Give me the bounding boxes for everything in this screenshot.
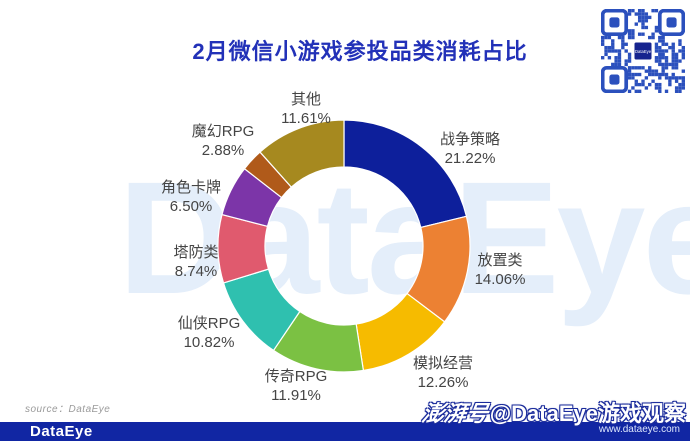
slice-percent: 14.06% [474, 271, 526, 288]
slice-label-character-card: 角色卡牌 6.50% [126, 178, 256, 216]
slice-name: 塔防类 [173, 244, 219, 261]
handle-text: @DataEye游戏观察 [489, 401, 686, 426]
slice-percent: 2.88% [201, 142, 245, 159]
corner-watermark: 澎湃号@DataEye游戏观察 www.dataeye.com [420, 401, 686, 435]
slice-name: 战争策略 [439, 131, 500, 148]
slice-name: 其他 [290, 91, 321, 108]
slice-name: 放置类 [477, 252, 523, 269]
corner-watermark-handle: 澎湃号@DataEye游戏观察 [420, 401, 686, 426]
slice-percent: 6.50% [169, 198, 213, 215]
slice-label-war-strategy: 战争策略 21.22% [405, 130, 535, 168]
chart-title: 2月微信小游戏参投品类消耗占比 [192, 39, 528, 64]
slice-label-fantasy-rpg: 魔幻RPG 2.88% [158, 122, 288, 160]
slice-name: 传奇RPG [264, 368, 328, 385]
donut-slice [259, 119, 345, 188]
source-note: source：DataEye [25, 404, 111, 415]
slice-percent: 10.82% [183, 334, 235, 351]
slice-percent: 21.22% [444, 150, 496, 167]
slice-name: 模拟经营 [412, 355, 473, 372]
platform-badge: 澎湃号 [420, 401, 490, 426]
slice-percent: 8.74% [174, 263, 218, 280]
slice-label-simulation: 模拟经营 12.26% [378, 354, 508, 392]
slice-label-legend-rpg: 传奇RPG 11.91% [231, 367, 361, 405]
slice-percent: 11.61% [281, 110, 331, 127]
slice-label-xianxia-rpg: 仙侠RPG 10.82% [144, 314, 274, 352]
slice-label-idle: 放置类 14.06% [435, 251, 565, 289]
slice-name: 仙侠RPG [177, 315, 241, 332]
slice-name: 角色卡牌 [160, 179, 221, 196]
slice-percent: 12.26% [417, 374, 469, 391]
qr-code-image: DataEye [600, 8, 686, 94]
svg-text:DataEye: DataEye [635, 49, 652, 54]
slice-label-other: 其他 11.61% [241, 90, 371, 128]
corner-watermark-url: www.dataeye.com [598, 424, 680, 435]
slice-percent: 11.91% [271, 387, 321, 404]
bottom-brand-bar: DataEye [0, 422, 690, 441]
dataeye-logo: DataEye [30, 423, 93, 440]
donut-slices [217, 119, 471, 373]
qr-code: DataEye [600, 8, 686, 94]
slice-name: 魔幻RPG [191, 123, 255, 140]
slice-label-tower-defense: 塔防类 8.74% [131, 243, 261, 281]
